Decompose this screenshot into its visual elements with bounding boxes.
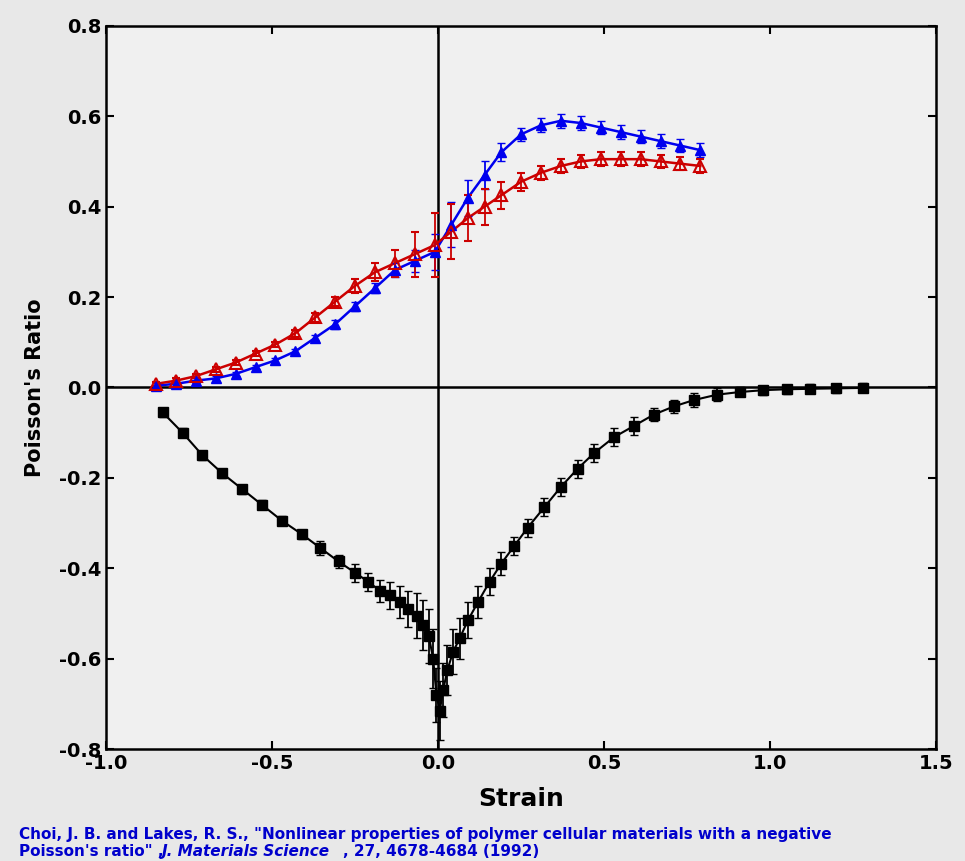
Y-axis label: Poisson's Ratio: Poisson's Ratio: [25, 298, 45, 477]
Text: Poisson's ratio" ,: Poisson's ratio" ,: [19, 844, 169, 858]
Text: J. Materials Science: J. Materials Science: [161, 844, 329, 858]
Text: Choi, J. B. and Lakes, R. S., "Nonlinear properties of polymer cellular material: Choi, J. B. and Lakes, R. S., "Nonlinear…: [19, 827, 832, 841]
Text: , 27, 4678-4684 (1992): , 27, 4678-4684 (1992): [343, 844, 538, 858]
X-axis label: Strain: Strain: [479, 787, 564, 811]
